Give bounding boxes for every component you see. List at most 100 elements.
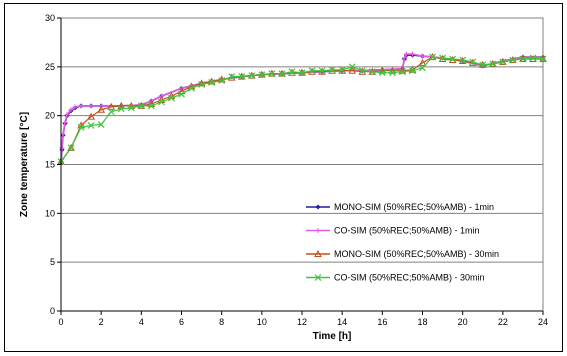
data-point bbox=[519, 55, 527, 63]
data-point bbox=[529, 54, 537, 62]
data-point bbox=[268, 70, 276, 78]
data-point bbox=[137, 102, 145, 110]
data-point bbox=[403, 51, 409, 57]
x-tick-label: 0 bbox=[58, 317, 63, 327]
data-point bbox=[97, 121, 105, 128]
x-tick-label: 20 bbox=[458, 317, 468, 327]
data-point bbox=[88, 103, 94, 109]
legend-label: CO-SIM (50%REC;50%AMB) - 1min bbox=[334, 226, 480, 236]
x-tick-label: 24 bbox=[538, 317, 548, 327]
x-tick-label: 16 bbox=[377, 317, 387, 327]
data-point bbox=[368, 68, 376, 76]
data-point bbox=[68, 107, 74, 113]
x-tick-label: 6 bbox=[179, 317, 184, 327]
y-tick-label: 0 bbox=[50, 306, 55, 316]
data-point bbox=[198, 80, 206, 88]
data-point bbox=[59, 145, 65, 151]
legend-entry: MONO-SIM (50%REC;50%AMB) - 1min bbox=[306, 202, 494, 212]
data-point bbox=[178, 90, 185, 98]
data-point bbox=[429, 53, 436, 61]
x-tick-label: 14 bbox=[337, 317, 347, 327]
x-tick-label: 10 bbox=[257, 317, 267, 327]
data-point bbox=[318, 67, 326, 75]
x-axis-title: Time [h] bbox=[313, 331, 352, 342]
data-point bbox=[67, 144, 75, 152]
data-point bbox=[328, 66, 336, 74]
data-point bbox=[489, 60, 497, 68]
data-point bbox=[348, 63, 356, 71]
data-point bbox=[117, 105, 125, 113]
y-tick-label: 5 bbox=[50, 257, 55, 267]
data-point bbox=[157, 98, 165, 106]
data-point bbox=[258, 71, 266, 79]
data-point bbox=[315, 204, 321, 210]
data-point bbox=[97, 105, 106, 113]
x-tick-label: 18 bbox=[417, 317, 427, 327]
data-point bbox=[338, 66, 346, 74]
data-point bbox=[228, 73, 236, 81]
data-point bbox=[315, 228, 321, 233]
x-tick-label: 2 bbox=[99, 317, 104, 327]
data-point bbox=[67, 143, 75, 151]
data-point bbox=[238, 73, 246, 81]
data-point bbox=[509, 56, 517, 64]
data-point bbox=[107, 102, 116, 110]
legend-label: MONO-SIM (50%REC;50%AMB) - 1min bbox=[334, 202, 494, 212]
data-point bbox=[288, 68, 296, 76]
gridlines bbox=[61, 66, 543, 263]
data-point bbox=[449, 55, 457, 63]
legend-entry: CO-SIM (50%REC;50%AMB) - 1min bbox=[306, 226, 480, 236]
data-point bbox=[308, 67, 316, 75]
data-point bbox=[107, 108, 115, 116]
data-point bbox=[398, 68, 406, 76]
data-point bbox=[459, 56, 467, 64]
data-point bbox=[64, 112, 70, 118]
data-point bbox=[208, 79, 216, 86]
series-3 bbox=[57, 53, 547, 165]
data-point bbox=[188, 84, 195, 92]
data-point bbox=[348, 66, 357, 74]
data-point bbox=[77, 123, 85, 131]
y-tick-label: 20 bbox=[45, 111, 55, 121]
data-point bbox=[539, 55, 547, 63]
legend-label: MONO-SIM (50%REC;50%AMB) - 30min bbox=[334, 249, 499, 259]
legend: MONO-SIM (50%REC;50%AMB) - 1min CO-SIM (5… bbox=[306, 202, 499, 283]
legend-entry: CO-SIM (50%REC;50%AMB) - 30min bbox=[306, 273, 485, 283]
data-point bbox=[168, 94, 175, 102]
data-point bbox=[314, 274, 322, 281]
data-point bbox=[87, 112, 95, 120]
data-point bbox=[401, 55, 407, 61]
data-point bbox=[388, 69, 396, 77]
data-point bbox=[62, 120, 68, 126]
x-tick-label: 4 bbox=[139, 317, 144, 327]
data-point bbox=[378, 69, 386, 77]
y-tick-label: 30 bbox=[45, 13, 55, 23]
data-point bbox=[358, 67, 366, 75]
data-point bbox=[469, 58, 477, 66]
data-point bbox=[314, 249, 322, 257]
data-point bbox=[278, 70, 286, 78]
data-point bbox=[127, 104, 135, 112]
y-axis-title: Zone temperature [°C] bbox=[19, 112, 30, 217]
data-point bbox=[409, 67, 416, 75]
data-point bbox=[419, 64, 426, 72]
x-tick-label: 12 bbox=[297, 317, 307, 327]
data-point bbox=[420, 53, 425, 59]
data-point bbox=[72, 104, 78, 110]
data-point bbox=[418, 58, 427, 66]
data-point bbox=[248, 72, 256, 80]
data-point bbox=[499, 58, 507, 66]
x-tick-label: 8 bbox=[219, 317, 224, 327]
data-point bbox=[147, 102, 155, 110]
data-point bbox=[87, 122, 95, 129]
y-tick-label: 15 bbox=[45, 160, 55, 170]
x-tick-label: 22 bbox=[498, 317, 508, 327]
data-point bbox=[439, 54, 447, 62]
legend-label: CO-SIM (50%REC;50%AMB) - 30min bbox=[334, 273, 485, 283]
series-layer bbox=[57, 51, 547, 166]
y-tick-label: 10 bbox=[45, 208, 55, 218]
legend-entry: MONO-SIM (50%REC;50%AMB) - 30min bbox=[306, 249, 499, 259]
data-point bbox=[218, 77, 226, 84]
